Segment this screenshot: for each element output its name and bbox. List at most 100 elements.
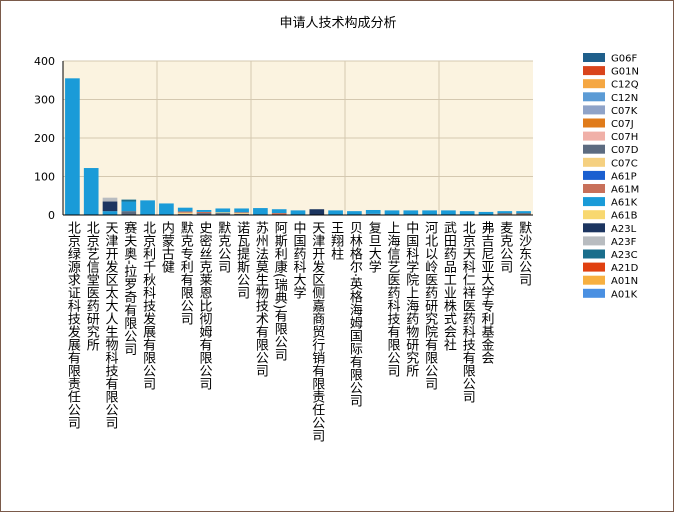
bar-segment [196, 213, 212, 215]
bar-segment [516, 213, 531, 215]
bar-segment [177, 207, 193, 212]
legend-swatch [583, 53, 605, 62]
legend-swatch [583, 184, 605, 193]
legend-label: A61K [611, 198, 638, 209]
legend-swatch [583, 223, 605, 233]
bar-segment [177, 213, 193, 215]
legend-swatch [583, 157, 605, 167]
bar-segment [102, 201, 118, 212]
y-tick-label: 300 [34, 94, 55, 107]
bar-segment [497, 213, 513, 215]
bar-segment [196, 209, 212, 212]
category-label: 麦克公司 [497, 221, 513, 273]
category-label: 王翔柱 [328, 221, 344, 261]
category-label: 弗吉尼亚大学专利基金会 [479, 221, 495, 364]
legend-swatch [583, 210, 605, 220]
bar-segment [347, 211, 362, 215]
legend-label: A01N [611, 276, 638, 287]
legend-swatch [583, 131, 605, 141]
legend-label: A01K [611, 289, 638, 300]
legend-label: A61M [611, 185, 639, 196]
bar-segment [102, 197, 118, 202]
legend-swatch [583, 170, 605, 180]
bar-segment [65, 78, 80, 215]
category-label: 内蒙古健 [159, 220, 175, 274]
bar-segment [271, 209, 287, 214]
bar-segment [384, 210, 400, 215]
category-label: 默沙东公司 [516, 220, 532, 286]
category-label: 中国药科大学 [291, 221, 307, 299]
bar-segment [271, 213, 287, 215]
bar-segment [177, 212, 193, 214]
bar-segment [234, 213, 249, 215]
bar-segment [441, 210, 456, 215]
legend-label: A61B [611, 211, 638, 222]
category-label: 阿斯利康(瑞典)有限公司 [272, 221, 288, 362]
bar-segment [234, 213, 249, 214]
legend-label: A61P [611, 171, 637, 182]
legend-label: C07K [611, 106, 638, 117]
bar-segment [121, 201, 137, 212]
legend-swatch [583, 249, 605, 259]
category-label: 默克专利有限公司 [178, 220, 194, 325]
category-label: 北京绿源求证科技发展有限责任公司 [65, 221, 81, 429]
bar-segment [459, 211, 475, 215]
legend-label: A23F [611, 237, 637, 248]
bar-segment [403, 210, 419, 215]
category-label: 北京利千秋科技发展有限公司 [140, 221, 156, 390]
category-label: 北京艺信堂医药研究所 [84, 221, 100, 351]
legend-swatch [583, 66, 605, 76]
legend-label: C07C [611, 158, 638, 169]
category-label: 默克公司 [215, 220, 231, 273]
category-label: 复旦大学 [366, 221, 382, 273]
legend-label: A23L [611, 224, 637, 235]
category-label: 诺瓦提斯公司 [234, 221, 250, 299]
bar-segment [478, 211, 494, 215]
legend-label: C12N [611, 93, 638, 104]
category-label: 武田药品工业株式会社 [441, 221, 457, 351]
category-label: 中国科学院上海药物研究所 [403, 221, 419, 377]
bar-segment [140, 200, 155, 215]
bar-segment [516, 211, 531, 214]
legend-label: C07J [611, 119, 634, 130]
category-label: 上海信艺医药科技有限公司 [385, 221, 401, 377]
bar-segment [215, 213, 231, 215]
bar-segment [102, 211, 118, 215]
bar-segment [365, 209, 381, 214]
legend-label: A23C [611, 250, 638, 261]
legend-swatch [583, 79, 605, 89]
legend-label: C07D [611, 145, 639, 156]
legend-swatch [583, 262, 605, 272]
category-label: 贝林格尔·英格海姆国际有限公司 [347, 221, 363, 408]
legend-label: A21D [611, 263, 639, 274]
bar-segment [328, 210, 343, 215]
chart-title: 申请人技术构成分析 [279, 16, 396, 31]
legend-swatch [583, 288, 605, 298]
legend-swatch [583, 92, 605, 102]
bar-segment [159, 203, 174, 215]
legend-swatch [583, 105, 605, 115]
legend-swatch [583, 118, 605, 128]
bar-segment [121, 211, 137, 215]
bar-segment [365, 213, 381, 215]
category-label: 北京天科仁祥医药科技有限公司 [460, 221, 476, 403]
category-label: 天津开发区太大人生物科技有限公司 [103, 221, 119, 429]
legend-label: G06F [611, 54, 637, 65]
category-label: 苏州法莫生物技术有限公司 [253, 220, 269, 377]
bar-segment [234, 208, 249, 213]
y-tick-label: 100 [34, 171, 55, 184]
bar-segment [422, 210, 437, 215]
y-tick-label: 400 [34, 55, 55, 68]
bar-segment [121, 199, 137, 202]
bar-segment [215, 208, 231, 213]
bar-segment [83, 168, 99, 215]
legend-label: C12Q [611, 80, 639, 91]
legend-swatch [583, 197, 605, 207]
bar-segment [309, 209, 325, 215]
legend-label: G01N [611, 67, 639, 78]
y-tick-label: 200 [34, 132, 55, 145]
bar-segment [196, 211, 212, 214]
bar-segment [215, 212, 231, 214]
